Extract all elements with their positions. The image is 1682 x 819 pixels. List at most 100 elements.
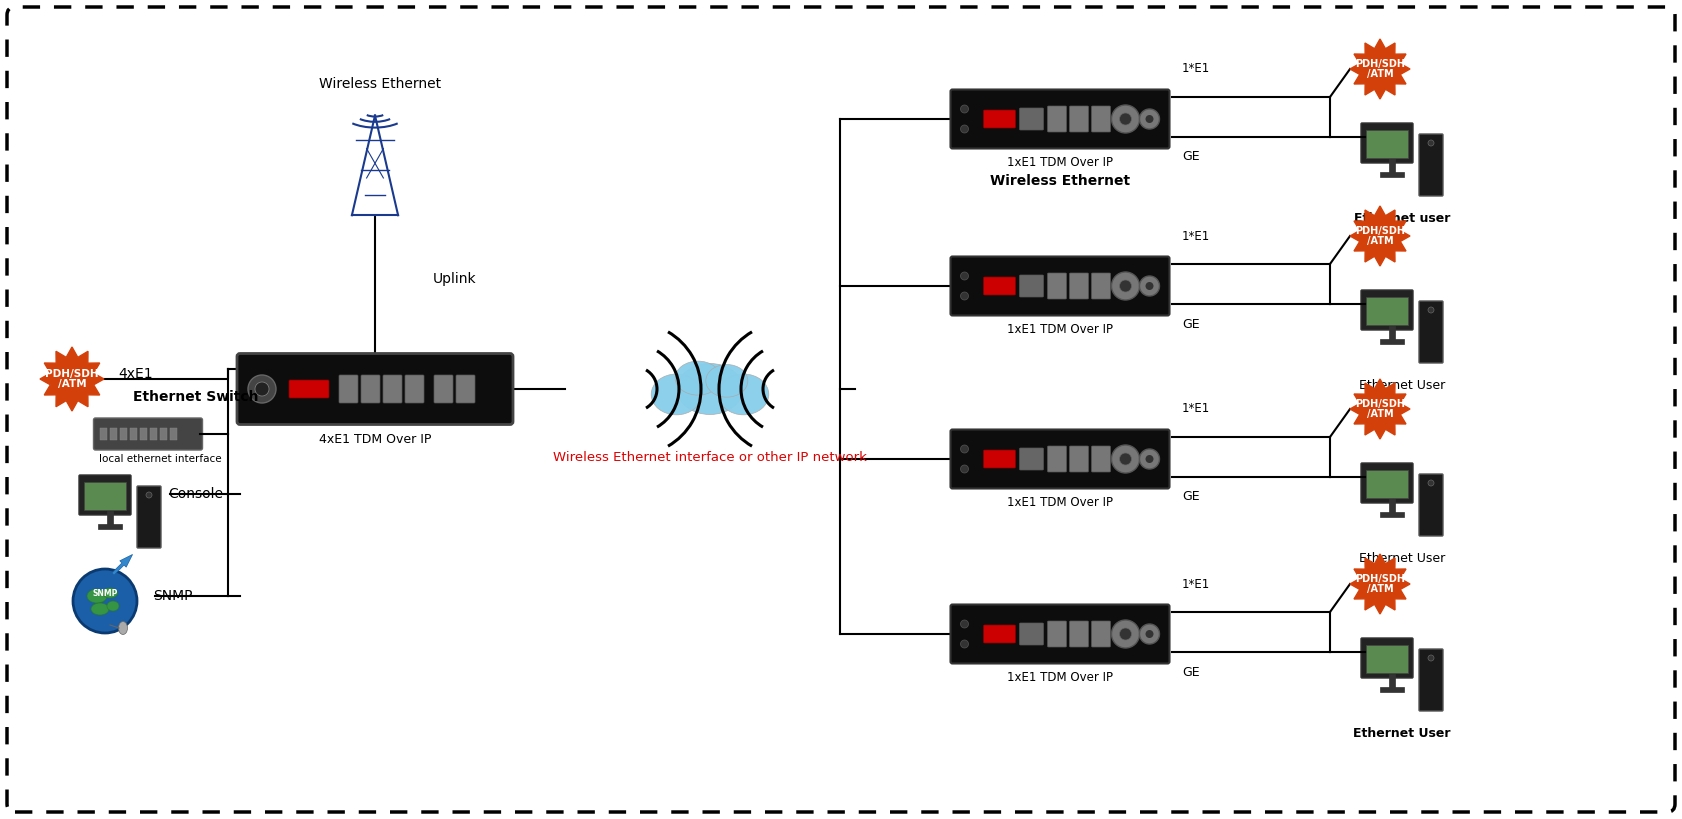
Circle shape — [1428, 140, 1435, 146]
Bar — [111, 428, 118, 440]
FancyBboxPatch shape — [984, 110, 1016, 128]
Ellipse shape — [103, 588, 118, 598]
FancyBboxPatch shape — [1070, 106, 1088, 132]
FancyBboxPatch shape — [1092, 621, 1110, 647]
FancyBboxPatch shape — [1361, 290, 1413, 330]
FancyBboxPatch shape — [950, 256, 1169, 315]
Circle shape — [960, 292, 969, 300]
Text: 1*E1: 1*E1 — [1182, 402, 1211, 415]
FancyBboxPatch shape — [1019, 108, 1043, 130]
Polygon shape — [1351, 39, 1410, 99]
Circle shape — [146, 492, 151, 498]
FancyBboxPatch shape — [1048, 621, 1066, 647]
Text: PDH/SDH
/ATM: PDH/SDH /ATM — [1356, 573, 1404, 595]
Ellipse shape — [108, 601, 119, 611]
Text: Ethernet Switch: Ethernet Switch — [133, 390, 259, 404]
Circle shape — [1120, 113, 1132, 125]
Text: Wireless Ethernet interface or other IP network: Wireless Ethernet interface or other IP … — [553, 451, 866, 464]
FancyBboxPatch shape — [1092, 106, 1110, 132]
FancyBboxPatch shape — [1092, 273, 1110, 299]
FancyBboxPatch shape — [1048, 446, 1066, 472]
Circle shape — [247, 375, 276, 403]
Bar — [1366, 470, 1408, 498]
Text: SNMP: SNMP — [93, 589, 118, 598]
Circle shape — [1145, 282, 1154, 290]
FancyBboxPatch shape — [1070, 446, 1088, 472]
Bar — [131, 428, 138, 440]
Text: Uplink: Uplink — [432, 272, 476, 286]
Bar — [1389, 499, 1394, 513]
Circle shape — [1139, 109, 1159, 129]
Bar — [121, 428, 128, 440]
Circle shape — [1112, 272, 1139, 300]
FancyBboxPatch shape — [950, 429, 1169, 488]
FancyBboxPatch shape — [1019, 275, 1043, 297]
FancyBboxPatch shape — [79, 475, 131, 515]
Text: Ethernet user: Ethernet user — [1354, 212, 1450, 225]
FancyBboxPatch shape — [1361, 638, 1413, 678]
Text: GE: GE — [1182, 151, 1199, 164]
Bar — [1389, 159, 1394, 173]
Bar — [84, 482, 126, 510]
Bar — [170, 428, 178, 440]
Circle shape — [960, 125, 969, 133]
Text: PDH/SDH
/ATM: PDH/SDH /ATM — [45, 369, 99, 389]
FancyBboxPatch shape — [1070, 621, 1088, 647]
Text: Wireless Ethernet: Wireless Ethernet — [991, 174, 1130, 188]
Text: 4xE1 TDM Over IP: 4xE1 TDM Over IP — [320, 433, 431, 446]
FancyBboxPatch shape — [950, 604, 1169, 663]
FancyBboxPatch shape — [1420, 474, 1443, 536]
FancyBboxPatch shape — [383, 375, 402, 403]
Polygon shape — [40, 347, 104, 411]
Circle shape — [1139, 276, 1159, 296]
FancyBboxPatch shape — [94, 418, 202, 450]
Circle shape — [1120, 453, 1132, 465]
FancyBboxPatch shape — [1048, 106, 1066, 132]
Text: 1*E1: 1*E1 — [1182, 62, 1211, 75]
Text: PDH/SDH
/ATM: PDH/SDH /ATM — [1356, 59, 1404, 79]
Circle shape — [960, 465, 969, 473]
Text: 1xE1 TDM Over IP: 1xE1 TDM Over IP — [1008, 671, 1113, 684]
Bar — [160, 428, 168, 440]
Circle shape — [960, 620, 969, 628]
Circle shape — [256, 382, 269, 396]
FancyBboxPatch shape — [984, 625, 1016, 643]
FancyBboxPatch shape — [1019, 448, 1043, 470]
Circle shape — [72, 569, 136, 633]
Text: Ethernet User: Ethernet User — [1359, 552, 1445, 565]
Text: 1xE1 TDM Over IP: 1xE1 TDM Over IP — [1008, 496, 1113, 509]
Text: Console: Console — [168, 487, 224, 501]
FancyBboxPatch shape — [7, 7, 1675, 812]
FancyBboxPatch shape — [984, 450, 1016, 468]
FancyBboxPatch shape — [405, 375, 424, 403]
FancyBboxPatch shape — [1361, 123, 1413, 163]
Circle shape — [960, 272, 969, 280]
Ellipse shape — [91, 603, 109, 615]
Circle shape — [960, 640, 969, 648]
Circle shape — [1139, 624, 1159, 644]
Text: local ethernet interface: local ethernet interface — [99, 454, 222, 464]
Bar — [150, 428, 158, 440]
Bar — [101, 428, 108, 440]
Ellipse shape — [676, 364, 743, 414]
Text: 1xE1 TDM Over IP: 1xE1 TDM Over IP — [1008, 156, 1113, 169]
Text: Ethernet User: Ethernet User — [1354, 727, 1452, 740]
Text: GE: GE — [1182, 491, 1199, 504]
FancyBboxPatch shape — [1092, 446, 1110, 472]
Text: 1*E1: 1*E1 — [1182, 577, 1211, 590]
FancyBboxPatch shape — [136, 486, 161, 548]
FancyBboxPatch shape — [1420, 301, 1443, 363]
Text: GE: GE — [1182, 318, 1199, 331]
Bar — [1389, 674, 1394, 688]
FancyBboxPatch shape — [340, 375, 358, 403]
FancyBboxPatch shape — [984, 277, 1016, 295]
FancyBboxPatch shape — [237, 354, 513, 424]
Text: PDH/SDH
/ATM: PDH/SDH /ATM — [1356, 225, 1404, 247]
Bar — [108, 511, 113, 525]
Bar — [98, 524, 123, 529]
Text: Wireless Ethernet: Wireless Ethernet — [320, 77, 441, 91]
Circle shape — [1145, 115, 1154, 123]
Text: Ethernet User: Ethernet User — [1359, 379, 1445, 392]
Circle shape — [1112, 105, 1139, 133]
FancyBboxPatch shape — [362, 375, 380, 403]
